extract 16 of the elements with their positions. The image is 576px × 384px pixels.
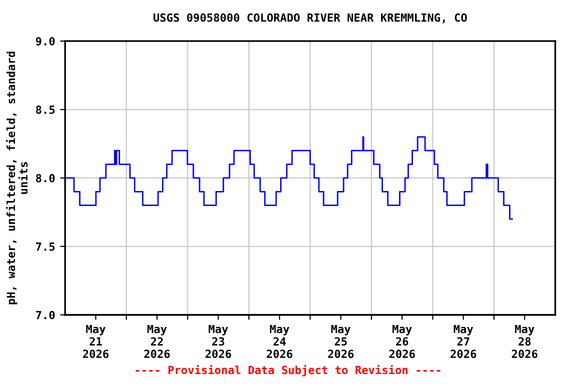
y-tick-label: 9.0 bbox=[36, 37, 55, 46]
y-tick-label: 8.5 bbox=[36, 106, 55, 114]
x-tick-label: May 26 2026 bbox=[389, 324, 415, 358]
y-axis-title: pH, water, unfiltered, field, standard units bbox=[6, 52, 28, 304]
y-tick-label: 8.0 bbox=[36, 174, 55, 182]
x-tick-label: May 23 2026 bbox=[206, 324, 232, 358]
text: ---- Provisional Data Subject to Revision ---- bbox=[136, 364, 440, 376]
x-tick-label: May 25 2026 bbox=[328, 324, 354, 358]
x-tick-label: May 28 2026 bbox=[512, 324, 538, 358]
x-tick-label: May 21 2026 bbox=[82, 324, 108, 358]
y-tick-label: 7.0 bbox=[36, 310, 55, 320]
x-tick-label: May 27 2026 bbox=[450, 324, 476, 358]
y-tick-label: 7.5 bbox=[36, 242, 55, 251]
chart-title: USGS 09058000 COLORADO RIVER NEAR KREMMLING, CO bbox=[154, 13, 467, 24]
x-tick-label: May 22 2026 bbox=[144, 324, 170, 358]
x-tick-label: May 24 2026 bbox=[266, 324, 292, 358]
